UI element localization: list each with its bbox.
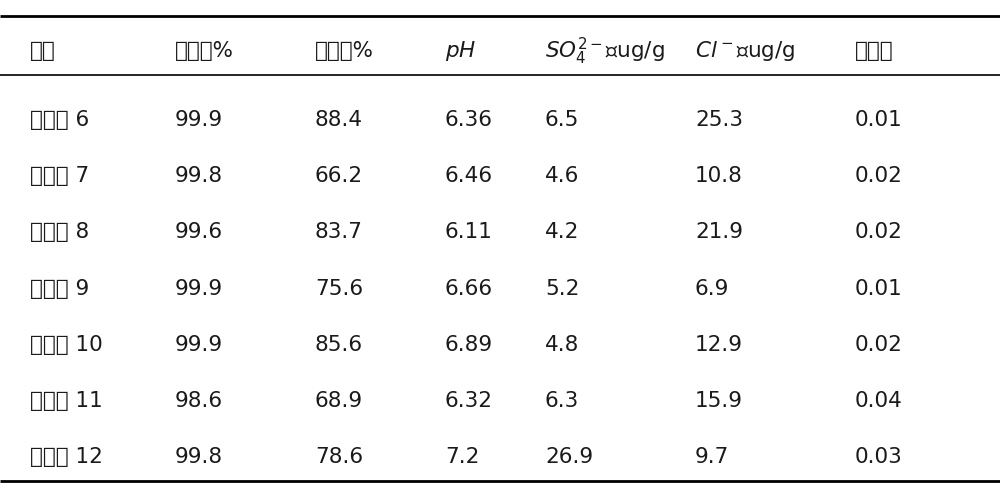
Text: 9.7: 9.7 <box>695 447 729 466</box>
Text: $SO_4^{2-}$，ug/g: $SO_4^{2-}$，ug/g <box>545 36 665 67</box>
Text: 实施例 10: 实施例 10 <box>30 334 103 354</box>
Text: 10.8: 10.8 <box>695 166 743 185</box>
Text: 4.6: 4.6 <box>545 166 579 185</box>
Text: 66.2: 66.2 <box>315 166 363 185</box>
Text: 实施例 11: 实施例 11 <box>30 390 103 410</box>
Text: 5.2: 5.2 <box>545 278 579 298</box>
Text: 98.6: 98.6 <box>175 390 223 410</box>
Text: 85.6: 85.6 <box>315 334 363 354</box>
Text: 实施例 7: 实施例 7 <box>30 166 89 185</box>
Text: 12.9: 12.9 <box>695 334 743 354</box>
Text: 6.66: 6.66 <box>445 278 493 298</box>
Text: 99.9: 99.9 <box>175 278 223 298</box>
Text: 26.9: 26.9 <box>545 447 593 466</box>
Text: 4.8: 4.8 <box>545 334 579 354</box>
Text: 0.01: 0.01 <box>855 278 903 298</box>
Text: 实施例 8: 实施例 8 <box>30 222 89 242</box>
Text: 6.89: 6.89 <box>445 334 493 354</box>
Text: 6.36: 6.36 <box>445 110 493 129</box>
Text: 99.6: 99.6 <box>175 222 223 242</box>
Text: 88.4: 88.4 <box>315 110 363 129</box>
Text: 6.5: 6.5 <box>545 110 579 129</box>
Text: 实施例 6: 实施例 6 <box>30 110 89 129</box>
Text: 纯度，%: 纯度，% <box>175 41 234 61</box>
Text: 0.04: 0.04 <box>855 390 903 410</box>
Text: 吸光度: 吸光度 <box>855 41 894 61</box>
Text: 0.02: 0.02 <box>855 166 903 185</box>
Text: 0.02: 0.02 <box>855 334 903 354</box>
Text: 68.9: 68.9 <box>315 390 363 410</box>
Text: 78.6: 78.6 <box>315 447 363 466</box>
Text: 6.11: 6.11 <box>445 222 493 242</box>
Text: 6.3: 6.3 <box>545 390 579 410</box>
Text: 实施例 9: 实施例 9 <box>30 278 89 298</box>
Text: 99.8: 99.8 <box>175 447 223 466</box>
Text: 6.9: 6.9 <box>695 278 729 298</box>
Text: $Cl^-$，ug/g: $Cl^-$，ug/g <box>695 39 795 63</box>
Text: 75.6: 75.6 <box>315 278 363 298</box>
Text: 21.9: 21.9 <box>695 222 743 242</box>
Text: 0.02: 0.02 <box>855 222 903 242</box>
Text: 样品: 样品 <box>30 41 56 61</box>
Text: 0.03: 0.03 <box>855 447 903 466</box>
Text: 收率，%: 收率，% <box>315 41 374 61</box>
Text: 0.01: 0.01 <box>855 110 903 129</box>
Text: 6.32: 6.32 <box>445 390 493 410</box>
Text: 25.3: 25.3 <box>695 110 743 129</box>
Text: 99.9: 99.9 <box>175 334 223 354</box>
Text: 7.2: 7.2 <box>445 447 479 466</box>
Text: 99.9: 99.9 <box>175 110 223 129</box>
Text: 4.2: 4.2 <box>545 222 579 242</box>
Text: $pH$: $pH$ <box>445 39 476 63</box>
Text: 99.8: 99.8 <box>175 166 223 185</box>
Text: 6.46: 6.46 <box>445 166 493 185</box>
Text: 83.7: 83.7 <box>315 222 363 242</box>
Text: 实施例 12: 实施例 12 <box>30 447 103 466</box>
Text: 15.9: 15.9 <box>695 390 743 410</box>
